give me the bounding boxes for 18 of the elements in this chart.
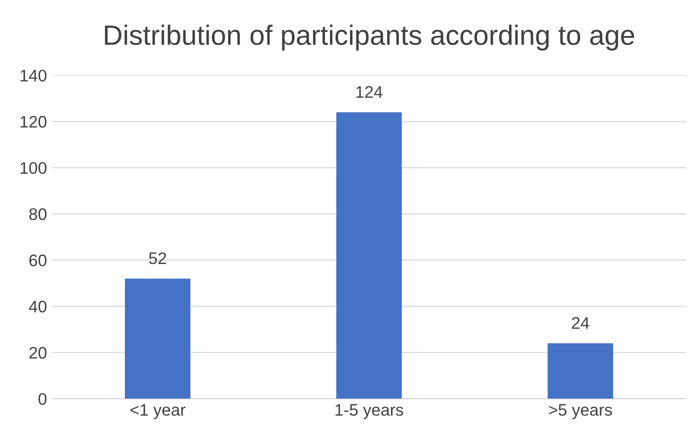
bar bbox=[336, 112, 402, 399]
bar bbox=[124, 278, 190, 399]
x-tick-label: >5 years bbox=[549, 404, 612, 420]
y-tick-label: 80 bbox=[29, 208, 46, 220]
data-label: 52 bbox=[149, 252, 166, 264]
bar bbox=[548, 343, 614, 399]
y-tick-label: 100 bbox=[20, 162, 46, 174]
x-tick-label: <1 year bbox=[130, 404, 186, 420]
y-tick-label: 140 bbox=[20, 70, 46, 82]
x-tick-label: 1-5 years bbox=[336, 404, 404, 420]
data-label: 24 bbox=[572, 317, 590, 329]
y-tick-label: 60 bbox=[29, 254, 46, 266]
y-tick-label: 120 bbox=[20, 116, 46, 128]
y-tick-label: 40 bbox=[28, 300, 46, 313]
data-label: 124 bbox=[356, 86, 382, 98]
y-tick-label: 20 bbox=[29, 346, 46, 359]
y-tick-label: 0 bbox=[38, 393, 46, 405]
chart-title: Distribution of participants according to age bbox=[104, 24, 634, 51]
